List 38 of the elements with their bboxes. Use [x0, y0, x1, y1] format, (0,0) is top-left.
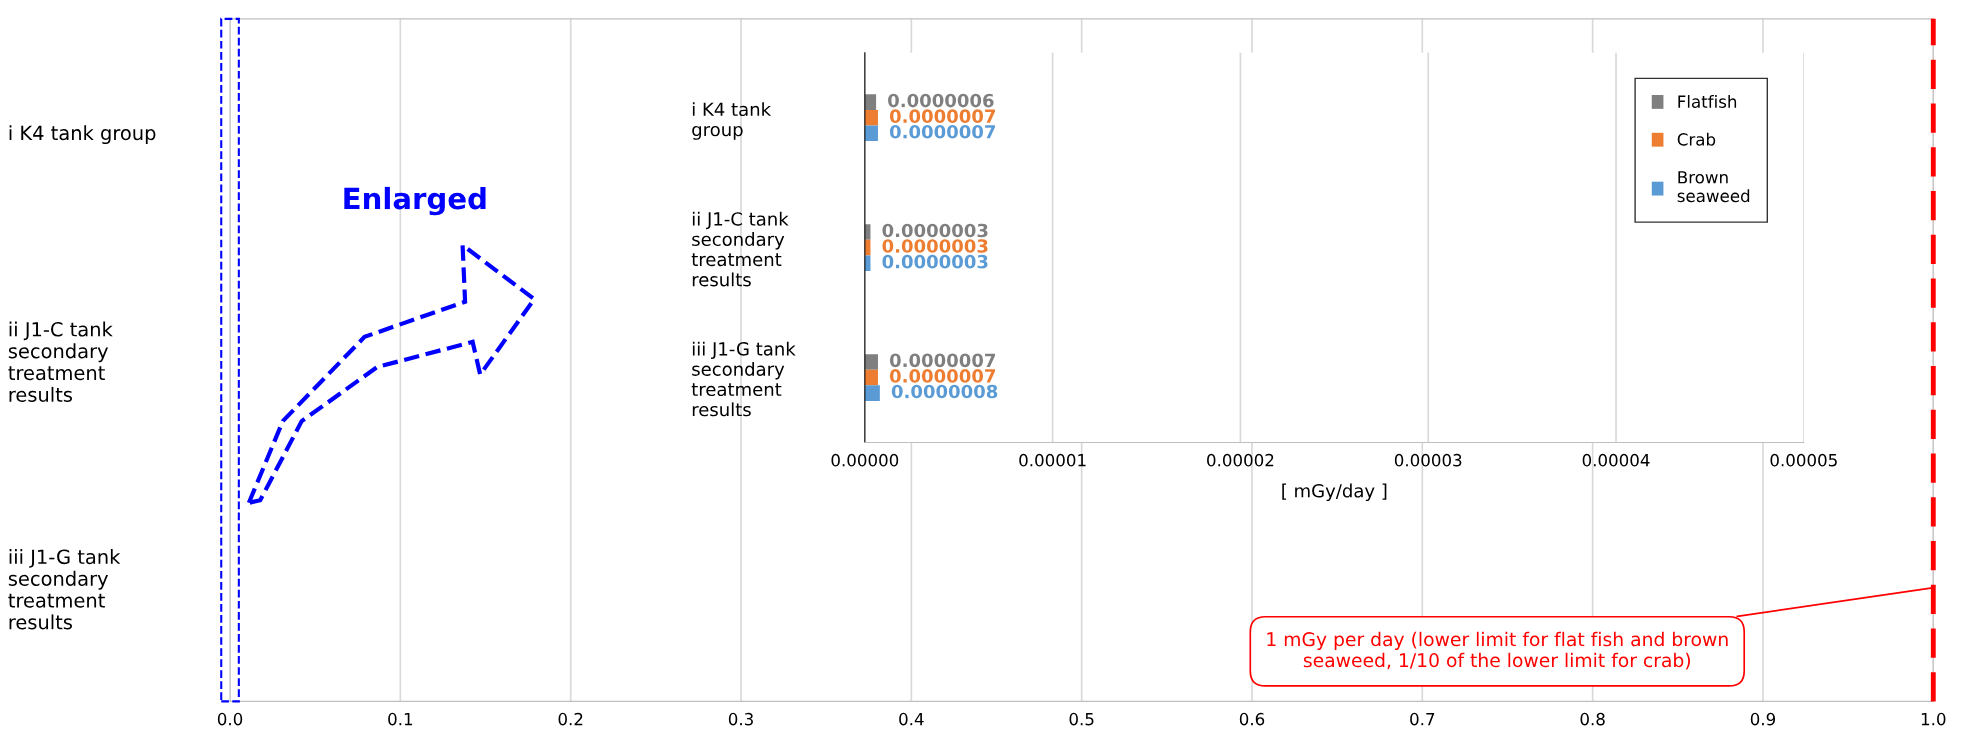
x-tick-label: 0.00002 — [1207, 453, 1274, 467]
data-label: 0.0000008 — [891, 384, 998, 399]
x-tick-label: 0.4 — [899, 712, 924, 726]
legend-label: Crab — [1677, 132, 1716, 146]
y-tick-label: iii J1-G tank secondary treatment results — [8, 549, 121, 630]
x-tick-label: 0.7 — [1410, 712, 1435, 726]
x-tick-label: 0.00004 — [1582, 453, 1650, 467]
data-label: 0.0000007 — [889, 353, 996, 368]
x-tick-label: 0.5 — [1069, 712, 1094, 726]
data-label: 0.0000003 — [882, 254, 988, 269]
x-tick-label: 0.3 — [728, 712, 753, 726]
x-tick-label: 1.0 — [1921, 712, 1946, 726]
data-label: 0.0000007 — [889, 124, 996, 139]
x-axis-title: [ mGy/day ] — [1282, 483, 1387, 502]
x-tick-label: 0.00001 — [1019, 453, 1086, 467]
x-tick-label: 0.6 — [1239, 712, 1265, 726]
x-tick-label: 0.00005 — [1770, 453, 1837, 467]
data-label: 0.0000007 — [889, 109, 996, 123]
data-label: 0.0000003 — [882, 223, 988, 238]
x-tick-label: 0.9 — [1750, 712, 1776, 726]
y-tick-label: ii J1-C tank secondary treatment results — [691, 211, 789, 287]
y-tick-label: ii J1-C tank secondary treatment results — [8, 321, 113, 402]
x-tick-label: 0.00003 — [1394, 453, 1462, 467]
legend-label: Flatfish — [1678, 95, 1737, 108]
x-tick-label: 0.8 — [1580, 712, 1605, 726]
y-tick-label: i K4 tank group — [9, 125, 156, 145]
data-label: 0.0000006 — [888, 93, 994, 108]
x-tick-label: 0.1 — [388, 712, 413, 726]
x-tick-label: 0.0 — [217, 712, 243, 726]
data-label: 0.0000007 — [889, 369, 996, 383]
legend-label: Brown seaweed — [1677, 171, 1750, 203]
x-tick-label: 0.2 — [558, 712, 583, 726]
x-tick-label: 0.00000 — [831, 453, 899, 467]
annotation: Enlarged — [344, 186, 486, 216]
y-tick-label: iii J1-G tank secondary treatment results — [691, 341, 796, 417]
y-tick-label: i K4 tank group — [692, 102, 772, 140]
data-label: 0.0000003 — [882, 239, 988, 253]
ref-line-label: 1 mGy per day (lower limit for flat fish and brown seaweed, 1/10 of the lower limit for crab) — [1267, 631, 1728, 670]
